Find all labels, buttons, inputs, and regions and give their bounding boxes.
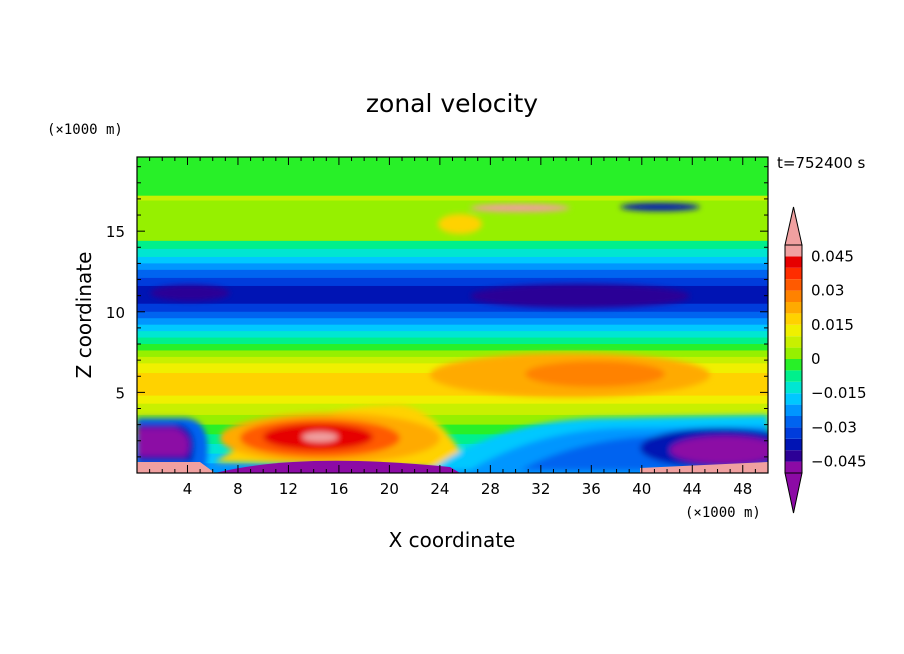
colorbar-swatch xyxy=(785,256,802,268)
contour-band xyxy=(137,331,768,339)
y-axis-label: Z coordinate xyxy=(72,252,96,379)
colorbar-swatch xyxy=(785,461,802,473)
time-label: t=752400 s xyxy=(777,154,865,172)
colorbar-swatch xyxy=(785,393,802,405)
colorbar-swatch xyxy=(785,290,802,302)
colorbar: 0.045 0.03 0.015 0 −0.015 −0.03 −0.045 xyxy=(784,206,867,514)
contour-band xyxy=(137,240,768,250)
x-tick-label: 20 xyxy=(380,480,399,498)
x-tick-label: 32 xyxy=(531,480,550,498)
contour-band xyxy=(137,424,768,435)
contour-band xyxy=(137,414,768,426)
x-tick-label: 48 xyxy=(733,480,752,498)
y-unit-label: (×1000 m) xyxy=(47,122,123,138)
colorbar-swatch xyxy=(785,427,802,439)
contour-band xyxy=(137,269,768,279)
colorbar-swatch xyxy=(785,416,802,428)
colorbar-swatch xyxy=(785,370,802,382)
colorbar-tick-label: 0.03 xyxy=(811,282,844,300)
colorbar-swatch xyxy=(785,313,802,325)
colorbar-swatch xyxy=(785,324,802,337)
colorbar-tick-label: 0.045 xyxy=(811,247,854,265)
x-tick-label: 40 xyxy=(632,480,651,498)
colorbar-over-arrow xyxy=(784,206,803,246)
contour-band xyxy=(137,248,768,258)
colorbar-tick-label: −0.015 xyxy=(811,384,867,402)
colorbar-swatch xyxy=(785,450,802,462)
x-tick-label: 24 xyxy=(430,480,449,498)
x-tick-label: 8 xyxy=(233,480,243,498)
colorbar-swatch xyxy=(785,302,802,314)
colorbar-tick-label: −0.03 xyxy=(811,418,857,436)
contour-band xyxy=(137,256,768,264)
contour-band xyxy=(137,324,768,332)
x-tick-label: 4 xyxy=(183,480,193,498)
colorbar-tick-label: 0.015 xyxy=(811,316,854,334)
contour-band xyxy=(137,263,768,271)
colorbar-swatch xyxy=(785,359,802,371)
x-tick-label: 44 xyxy=(683,480,702,498)
colorbar-swatch xyxy=(785,347,802,359)
contour-band xyxy=(137,395,768,405)
contour-band xyxy=(137,356,768,364)
colorbar-swatch xyxy=(785,404,802,416)
contour-band xyxy=(137,344,768,351)
x-tick-label: 16 xyxy=(329,480,348,498)
colorbar-swatch xyxy=(785,438,802,451)
x-tick-label: 12 xyxy=(279,480,298,498)
colorbar-frame xyxy=(784,244,803,474)
contour-band xyxy=(137,277,768,287)
colorbar-swatch xyxy=(785,267,802,280)
colorbar-swatch xyxy=(785,381,802,394)
colorbar-tick-label: 0 xyxy=(811,350,821,368)
contour-band xyxy=(137,403,768,416)
contour-band xyxy=(137,318,768,326)
x-tick-label: 36 xyxy=(582,480,601,498)
colorbar-under-arrow xyxy=(784,472,803,514)
colorbar-swatch xyxy=(785,279,802,291)
contour-band xyxy=(137,434,768,445)
x-axis-label: X coordinate xyxy=(389,528,516,552)
contour-band xyxy=(137,200,768,222)
x-unit-label: (×1000 m) xyxy=(685,505,761,521)
contour-band xyxy=(137,337,768,345)
y-tick-label: 10 xyxy=(106,304,125,322)
contour-band xyxy=(137,303,768,313)
chart-title: zonal velocity xyxy=(366,89,538,118)
colorbar-tick-label: −0.045 xyxy=(811,453,867,471)
contour-band xyxy=(137,350,768,358)
colorbar-swatch xyxy=(785,245,802,257)
x-tick-label: 28 xyxy=(481,480,500,498)
contour-band xyxy=(137,157,768,197)
contour-band xyxy=(137,311,768,319)
y-tick-label: 5 xyxy=(115,384,125,402)
colorbar-swatch xyxy=(785,336,802,348)
contour-band xyxy=(137,195,768,202)
y-tick-label: 15 xyxy=(106,223,125,241)
contour-field xyxy=(137,157,768,473)
